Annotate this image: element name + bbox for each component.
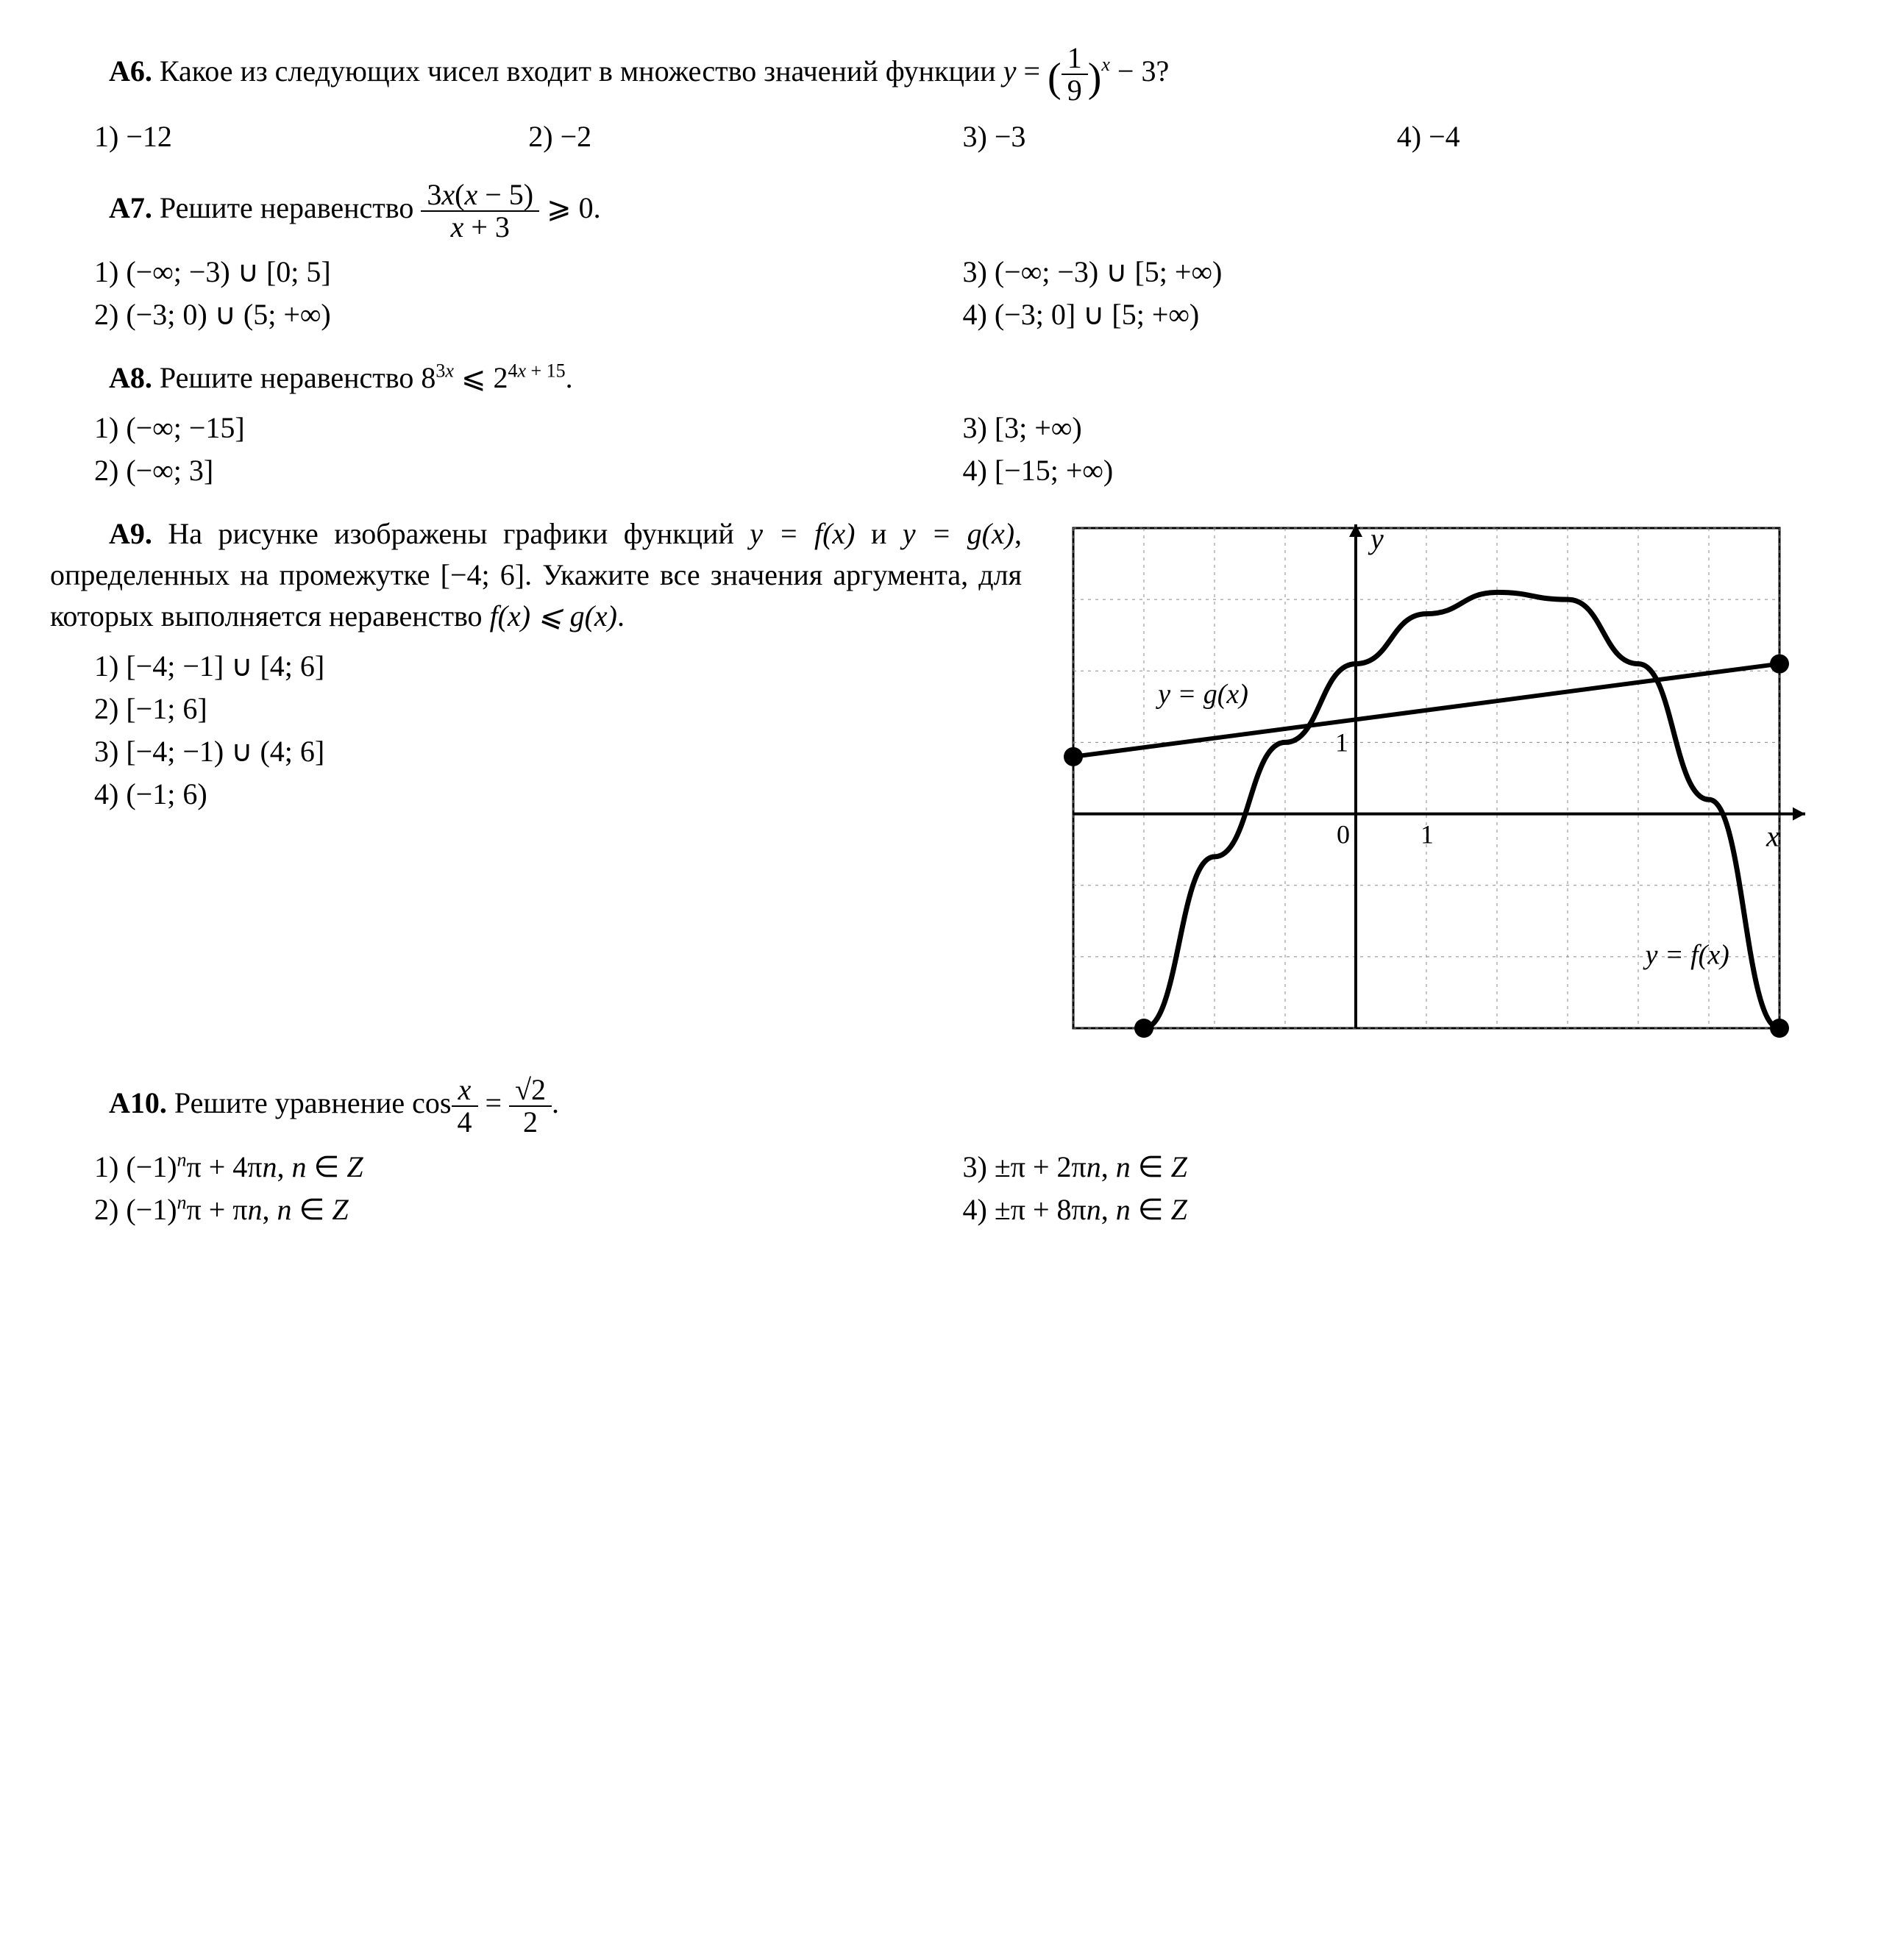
a8-ans3: 3) [3; +∞)	[963, 407, 1832, 449]
svg-text:x: x	[1766, 819, 1779, 852]
a10-answers: 1) (−1)nπ + 4πn, n ∈ Z 3) ±π + 2πn, n ∈ …	[94, 1147, 1831, 1232]
problem-a9: А9. На рисунке изображены графики функци…	[50, 513, 1831, 1054]
problem-a6: А6. Какое из следующих чисел входит в мн…	[50, 43, 1831, 159]
a7-answers: 1) (−∞; −3) ∪ [0; 5] 3) (−∞; −3) ∪ [5; +…	[94, 252, 1831, 337]
a10-text: А10. Решите уравнение cosx4 = √22.	[50, 1075, 1831, 1138]
svg-text:y: y	[1368, 522, 1384, 555]
a9-ans3: 3) [−4; −1) ∪ (4; 6]	[94, 731, 1022, 772]
a10-label: А10.	[109, 1086, 167, 1119]
problem-a7: А7. Решите неравенство 3x(x − 5) x + 3 ⩾…	[50, 179, 1831, 337]
a7-ans2: 2) (−3; 0) ∪ (5; +∞)	[94, 294, 963, 335]
svg-text:y = f(x): y = f(x)	[1643, 939, 1729, 970]
a6-ans1: 1) −12	[94, 116, 528, 157]
a10-frac2: √22	[509, 1075, 552, 1138]
a9-ans2: 2) [−1; 6]	[94, 688, 1022, 730]
a7-ans4: 4) (−3; 0] ∪ [5; +∞)	[963, 294, 1832, 335]
a9-ans4: 4) (−1; 6)	[94, 774, 1022, 815]
a6-text: А6. Какое из следующих чисел входит в мн…	[50, 43, 1831, 107]
a8-label: А8.	[109, 361, 152, 394]
a10-frac1: x4	[452, 1075, 478, 1138]
a7-text: А7. Решите неравенство 3x(x − 5) x + 3 ⩾…	[50, 179, 1831, 243]
svg-text:1: 1	[1420, 819, 1434, 849]
a7-ans1: 1) (−∞; −3) ∪ [0; 5]	[94, 252, 963, 293]
a6-exponent: x	[1101, 54, 1110, 75]
a10-ans2: 2) (−1)nπ + πn, n ∈ Z	[94, 1189, 963, 1230]
a6-ans3: 3) −3	[963, 116, 1397, 157]
svg-text:1: 1	[1335, 727, 1348, 757]
a8-answers: 1) (−∞; −15] 3) [3; +∞) 2) (−∞; 3] 4) [−…	[94, 407, 1831, 493]
a8-ans2: 2) (−∞; 3]	[94, 450, 963, 491]
a9-ans1: 1) [−4; −1] ∪ [4; 6]	[94, 646, 1022, 687]
a10-ans1: 1) (−1)nπ + 4πn, n ∈ Z	[94, 1147, 963, 1188]
a9-graph: 0 1 1 y x y = g(x) y = f(x)	[1051, 513, 1831, 1054]
a7-label: А7.	[109, 191, 152, 224]
problem-a8: А8. Решите неравенство 83x ⩽ 24x + 15. 1…	[50, 357, 1831, 493]
a7-ans3: 3) (−∞; −3) ∪ [5; +∞)	[963, 252, 1832, 293]
a10-ans3: 3) ±π + 2πn, n ∈ Z	[963, 1147, 1832, 1188]
svg-text:0: 0	[1337, 819, 1350, 849]
a8-ans1: 1) (−∞; −15]	[94, 407, 963, 449]
a6-y: y	[1003, 54, 1017, 88]
a8-ans4: 4) [−15; +∞)	[963, 450, 1832, 491]
problem-a10: А10. Решите уравнение cosx4 = √22. 1) (−…	[50, 1075, 1831, 1232]
svg-text:y = g(x): y = g(x)	[1155, 679, 1248, 710]
a6-ans4: 4) −4	[1397, 116, 1831, 157]
a6-fraction: 19	[1062, 43, 1088, 106]
a6-ans2: 2) −2	[528, 116, 962, 157]
a7-fraction: 3x(x − 5) x + 3	[421, 179, 539, 243]
a6-answers: 1) −12 2) −2 3) −3 4) −4	[94, 116, 1831, 159]
a9-label: А9.	[109, 517, 152, 550]
graph-svg: 0 1 1 y x y = g(x) y = f(x)	[1051, 513, 1831, 1043]
a9-text: А9. На рисунке изображены графики функци…	[50, 513, 1022, 637]
a6-label: А6.	[109, 54, 152, 88]
a10-ans4: 4) ±π + 8πn, n ∈ Z	[963, 1189, 1832, 1230]
a9-answers: 1) [−4; −1] ∪ [4; 6] 2) [−1; 6] 3) [−4; …	[94, 646, 1022, 816]
a8-text: А8. Решите неравенство 83x ⩽ 24x + 15.	[50, 357, 1831, 399]
a6-prompt: Какое из следующих чисел входит в множес…	[160, 54, 1003, 88]
